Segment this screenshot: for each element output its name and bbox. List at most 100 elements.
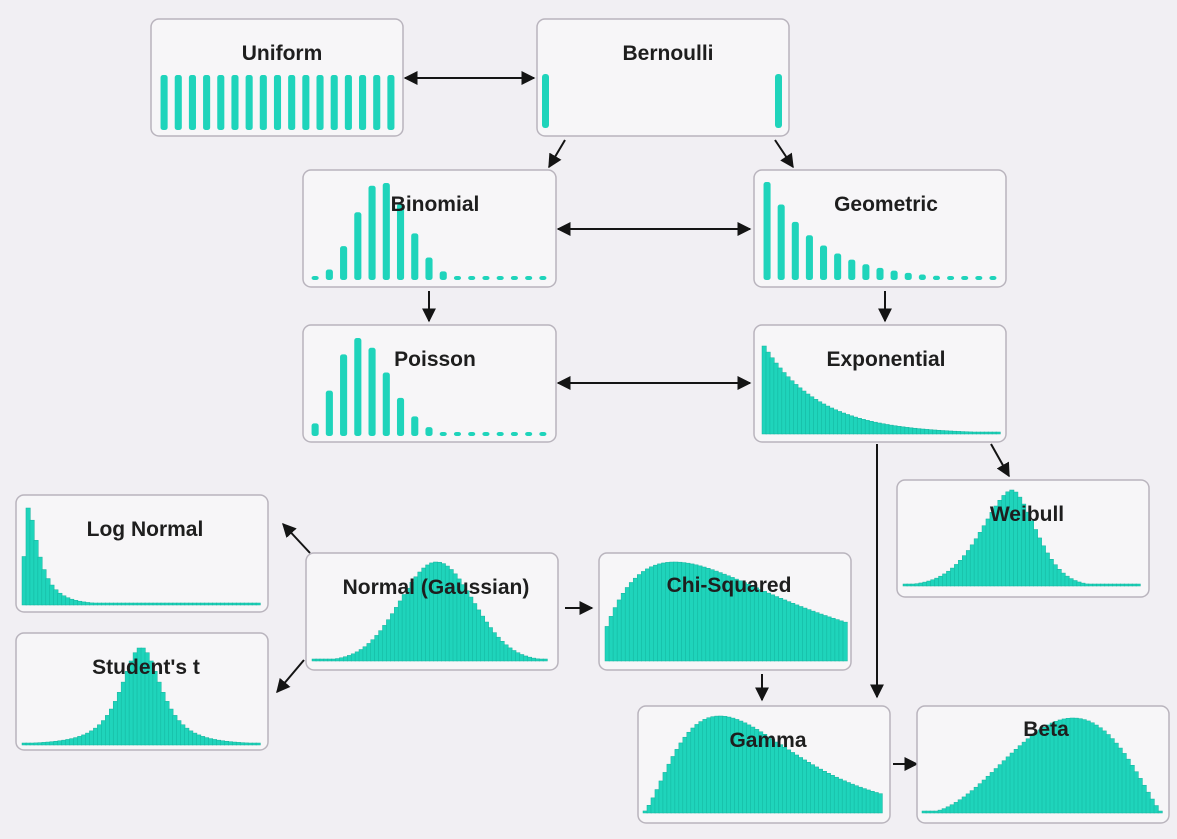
histogram-bar [97, 724, 102, 746]
histogram-bar [120, 602, 126, 606]
histogram-bar [311, 276, 319, 280]
histogram-bar [247, 742, 253, 746]
histogram-bar [288, 75, 296, 130]
histogram-bar [802, 607, 808, 662]
histogram-bar [1125, 758, 1131, 814]
histogram-bar [991, 431, 997, 435]
histogram-bar [1033, 732, 1039, 814]
histogram-bar [775, 74, 782, 128]
histogram-bar [985, 775, 991, 814]
histogram-bar [825, 773, 831, 814]
histogram-bar [662, 772, 668, 814]
histogram-bar [604, 626, 610, 662]
histogram-bar [41, 569, 47, 606]
histogram-bar [192, 732, 198, 746]
histogram-bar [798, 757, 803, 814]
histogram-bar [204, 737, 210, 746]
histogram-bar [172, 715, 178, 746]
histogram-bar [273, 75, 282, 130]
geometric-histogram [763, 182, 997, 280]
histogram-bar [439, 432, 447, 436]
histogram-bar [1145, 791, 1151, 814]
histogram-bar [1141, 784, 1147, 814]
histogram-bar [833, 409, 839, 435]
histogram-bar [200, 736, 206, 746]
histogram-bar [496, 432, 504, 436]
histogram-bar [128, 602, 134, 606]
histogram-bar [148, 602, 154, 606]
histogram-bar [192, 602, 198, 606]
histogram-bar [354, 338, 362, 436]
histogram-bar [525, 276, 533, 280]
histogram-bar [975, 431, 981, 435]
histogram-bar [822, 770, 827, 814]
histogram-bar [956, 431, 961, 435]
histogram-bar [425, 257, 433, 280]
histogram-bar [228, 741, 233, 746]
histogram-bar [239, 602, 245, 606]
histogram-bar [809, 396, 815, 435]
histogram-bar [777, 367, 783, 435]
histogram-bar [968, 431, 973, 435]
histogram-bar [710, 716, 716, 814]
histogram-bar [946, 570, 952, 587]
histogram-bar [632, 577, 638, 662]
histogram-bar [888, 424, 894, 435]
histogram-bar [938, 575, 944, 587]
histogram-bar [69, 598, 75, 606]
histogram-bar [658, 780, 664, 814]
histogram-bar [981, 779, 987, 814]
histogram-bar [57, 740, 63, 746]
histogram-bar [928, 429, 934, 435]
histogram-bar [965, 793, 971, 814]
histogram-bar [789, 380, 795, 435]
histogram-bar [975, 276, 983, 280]
binomial-histogram [311, 183, 547, 280]
node-title: Weibull [990, 503, 1064, 526]
histogram-bar [837, 411, 842, 435]
histogram-bar [188, 602, 194, 606]
histogram-bar [805, 235, 813, 280]
histogram-bar [820, 245, 828, 280]
histogram-bar [152, 671, 158, 746]
nodes-layer: Uniform Bernoulli Binomial Geometric Poisson… [15, 18, 1170, 824]
histogram-bar [922, 581, 928, 587]
histogram-bar [340, 354, 348, 436]
histogram-bar [904, 272, 912, 280]
histogram-bar [670, 756, 676, 814]
histogram-bar [817, 401, 823, 435]
histogram-bar [814, 612, 820, 662]
histogram-bar [203, 75, 211, 130]
beta-histogram [921, 717, 1163, 814]
histogram-bar [164, 701, 170, 746]
node-gamma: Gamma [637, 705, 891, 824]
histogram-bar [690, 727, 696, 814]
histogram-bar [482, 432, 490, 436]
histogram-bar [25, 742, 31, 746]
histogram-bar [1157, 810, 1163, 814]
histogram-bar [41, 742, 47, 746]
histogram-bar [1097, 727, 1103, 814]
histogram-bar [969, 790, 975, 814]
histogram-bar [255, 742, 261, 746]
histogram-bar [168, 708, 174, 746]
histogram-bar [216, 602, 221, 606]
histogram-bar [661, 562, 667, 662]
histogram-bar [918, 274, 926, 280]
histogram-bar [902, 583, 908, 587]
histogram-bar [1116, 583, 1121, 587]
histogram-bar [857, 786, 863, 814]
histogram-bar [930, 579, 936, 587]
histogram-bar [774, 596, 780, 662]
histogram-bar [813, 399, 819, 435]
histogram-bar [69, 738, 75, 746]
histogram-bar [989, 276, 997, 280]
histogram-bar [841, 780, 847, 814]
histogram-bar [765, 351, 771, 435]
histogram-bar [877, 793, 883, 814]
histogram-bar [204, 602, 210, 606]
histogram-bar [964, 431, 969, 435]
histogram-bar [542, 74, 549, 128]
histogram-bar [908, 427, 914, 435]
